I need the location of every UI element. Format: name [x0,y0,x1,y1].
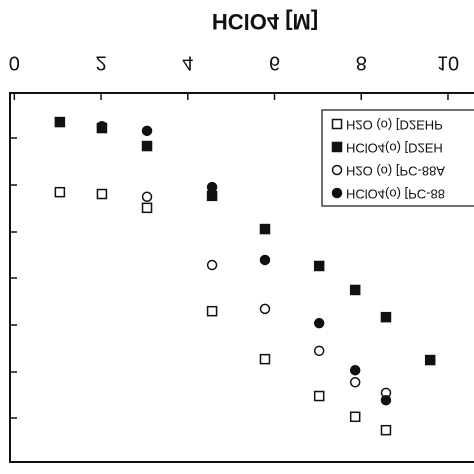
marker [206,190,218,202]
marker [141,140,153,152]
x-tick-label: 10 [437,52,459,74]
marker [141,191,153,203]
legend-label: HClO4(o) [PC-88 [346,187,445,202]
marker [54,116,66,128]
marker [259,254,271,266]
legend-marker [331,187,343,199]
legend-box [321,109,474,207]
marker [313,260,325,272]
legend-label: HClO4(o) [D2EH [346,141,443,156]
marker [349,364,361,376]
marker [380,394,392,406]
marker [96,188,108,200]
marker [96,120,108,132]
marker [313,390,325,402]
marker [54,186,66,198]
marker [313,345,325,357]
marker [380,424,392,436]
legend-label: H2O (o) [D2EHP [346,118,443,133]
x-tick-label: 6 [269,52,280,74]
x-tick-label: 4 [182,52,193,74]
y-tick-marks [10,137,17,419]
legend-label: H2O (o) [PC-88A [346,164,445,179]
marker [349,376,361,388]
marker [206,181,218,193]
marker [259,353,271,365]
legend-marker [331,164,343,176]
marker [206,305,218,317]
legend-marker [331,141,343,153]
axis-title: HClO4 [M] [212,9,318,34]
marker [206,259,218,271]
x-tick-label: 2 [96,52,107,74]
marker [349,411,361,423]
marker [424,354,436,366]
marker [313,317,325,329]
legend-marker [331,118,343,130]
x-tick-label: 8 [356,52,367,74]
marker [259,223,271,235]
marker [380,311,392,323]
marker [349,284,361,296]
x-tick-label: 0 [9,52,20,74]
marker [141,202,153,214]
marker [141,125,153,137]
marker [259,303,271,315]
